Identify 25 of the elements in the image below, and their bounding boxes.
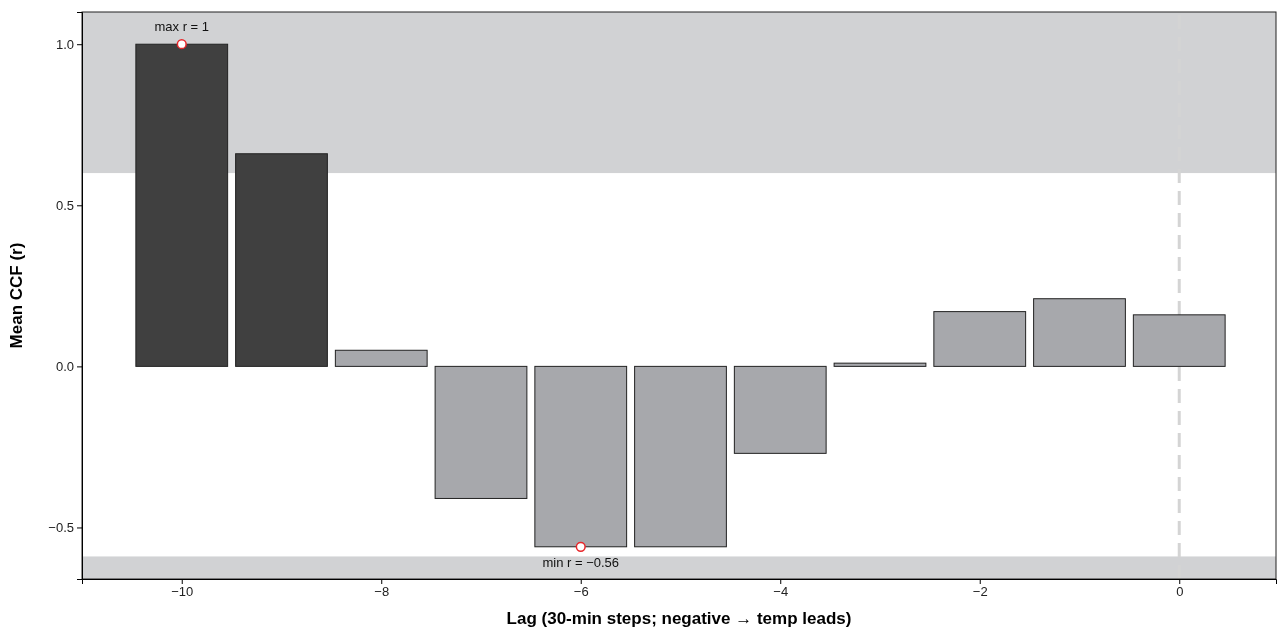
x-tick-label: −8 [374,584,390,600]
y-tick-label: 0.0 [55,359,74,375]
annotation: min r = −0.56 [542,554,620,570]
y-tick-label: 0.5 [55,197,74,213]
y-tick-label: −0.5 [48,520,74,536]
bar [933,311,1027,367]
bar [135,43,229,367]
bar [833,362,927,367]
bar [235,153,328,367]
bar [733,365,827,454]
bar [334,349,428,367]
x-tick-label: −6 [573,584,589,600]
x-axis-title: Lag (30-min steps; negative → temp leads) [506,609,852,628]
bar [634,365,727,548]
annotation: max r = 1 [154,19,210,35]
x-tick-label: −2 [972,584,988,600]
x-tick-label: −4 [773,584,789,600]
bar [534,365,628,548]
x-tick-label: 0 [1176,584,1184,600]
x-tick-label: −10 [171,584,194,600]
y-tick-label: 1.0 [55,36,74,52]
bar [1033,298,1126,367]
bar [1132,314,1226,367]
bar [434,365,528,499]
y-axis-title: Mean CCF (r) [7,242,26,349]
